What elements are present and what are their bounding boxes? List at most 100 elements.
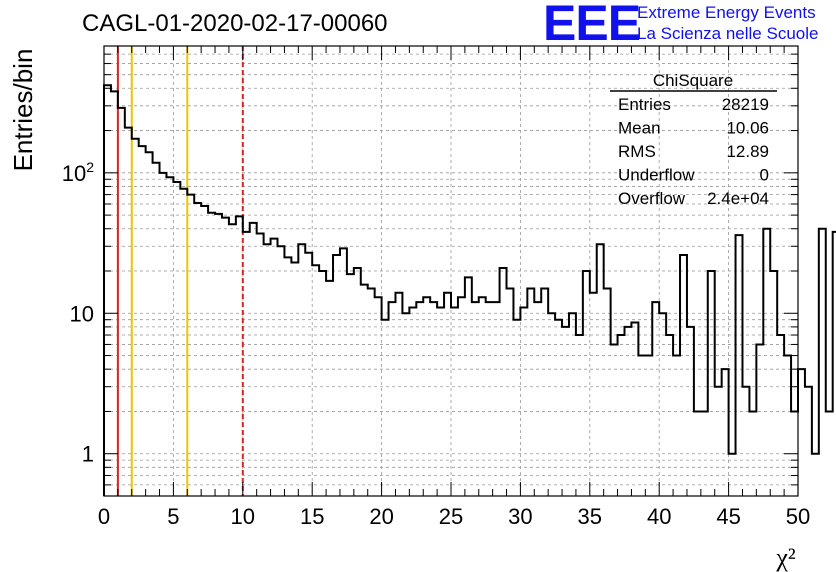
x-axis-label: χ² — [775, 543, 796, 572]
histogram-bin — [451, 307, 458, 496]
histogram-bin — [187, 195, 194, 496]
histogram-bin — [784, 356, 791, 496]
histogram-bin — [361, 285, 368, 496]
histogram-bin — [222, 218, 229, 496]
histogram-bin — [631, 322, 638, 496]
histogram-bin — [298, 244, 305, 496]
histogram-bin — [562, 327, 569, 496]
histogram-bin — [534, 302, 541, 496]
histogram-bin — [729, 454, 736, 496]
histogram-bin — [590, 293, 597, 496]
histogram-bin — [104, 85, 111, 496]
histogram-bin — [284, 257, 291, 496]
histogram-bin — [257, 233, 264, 496]
histogram-bin — [826, 411, 833, 496]
axis-tick-labels: 0 5 10 15 20 25 30 35 40 45 50 1 10 102 — [62, 159, 811, 529]
stats-label: Entries — [618, 95, 671, 114]
histogram-bin — [305, 253, 312, 496]
histogram-bin — [132, 139, 139, 496]
histogram-bin — [166, 177, 173, 496]
histogram-bin — [291, 262, 298, 496]
eee-logo: EEE — [543, 0, 641, 51]
histogram-bin — [416, 302, 423, 496]
histogram-bin — [208, 213, 215, 496]
histogram-bin — [625, 327, 632, 496]
x-tick-label: 30 — [508, 504, 532, 529]
histogram-bin — [264, 244, 271, 496]
histogram-bin — [173, 182, 180, 496]
histogram-outline — [103, 84, 836, 496]
stats-box: ChiSquare Entries 28219 Mean 10.06 RMS 12.89 U… — [610, 71, 777, 208]
histogram-bin — [777, 335, 784, 496]
histogram-bin — [736, 235, 743, 496]
stats-label: Mean — [618, 119, 661, 138]
stats-value: 10.06 — [726, 119, 769, 138]
histogram-bin — [194, 203, 201, 496]
histogram-bin — [312, 265, 319, 496]
histogram-bin — [423, 297, 430, 496]
histogram-bin — [541, 289, 548, 496]
histogram-bin — [645, 356, 652, 496]
histogram-bin — [673, 356, 680, 496]
histogram-bin — [111, 91, 118, 496]
histogram-bin — [160, 173, 167, 496]
histogram-bin — [389, 302, 396, 496]
histogram-bin — [493, 302, 500, 496]
histogram-bin — [742, 387, 749, 496]
histogram-bin — [153, 163, 160, 496]
histogram-bin — [638, 356, 645, 496]
x-tick-label: 20 — [369, 504, 393, 529]
histogram-bin — [527, 289, 534, 496]
histogram-bin — [756, 344, 763, 496]
stats-value: 12.89 — [726, 142, 769, 161]
histogram-bin — [382, 320, 389, 496]
histogram-bin — [236, 216, 243, 496]
histogram-bin — [749, 411, 756, 496]
histogram-bin — [125, 128, 132, 496]
histogram-bin — [180, 189, 187, 496]
histogram-bin — [569, 313, 576, 496]
histogram-bin — [604, 289, 611, 496]
histogram-bin — [229, 224, 236, 496]
histogram-bin — [333, 255, 340, 496]
histogram-bin — [548, 313, 555, 496]
y-tick-label: 102 — [62, 159, 94, 186]
histogram-bin — [472, 302, 479, 496]
histogram-bin — [271, 239, 278, 496]
x-tick-label: 45 — [716, 504, 740, 529]
chart-title: CAGL-01-2020-02-17-00060 — [82, 10, 388, 37]
stats-label: RMS — [618, 142, 656, 161]
stats-value: 2.4e+04 — [707, 189, 769, 208]
histogram-series — [103, 84, 836, 496]
histogram-bin — [486, 302, 493, 496]
reference-lines — [116, 46, 244, 496]
histogram-bin — [652, 302, 659, 496]
histogram-bin — [763, 229, 770, 496]
histogram-bin — [687, 327, 694, 496]
histogram-bin — [798, 369, 805, 496]
histogram-bin — [437, 307, 444, 496]
histogram-bin — [666, 335, 673, 496]
histogram-bin — [409, 307, 416, 496]
histogram-bin — [326, 281, 333, 496]
histogram-bin — [576, 335, 583, 496]
histogram-bin — [479, 297, 486, 496]
histogram-bin — [597, 244, 604, 496]
histogram-bin — [694, 411, 701, 496]
histogram-bin — [368, 289, 375, 496]
histogram-bin — [444, 293, 451, 496]
histogram-bin — [347, 274, 354, 496]
y-tick-label: 10 — [70, 301, 94, 326]
y-axis-label: Entries/bin — [8, 49, 38, 172]
histogram-bin — [701, 411, 708, 496]
stats-value: 0 — [760, 166, 769, 185]
x-tick-label: 40 — [647, 504, 671, 529]
histogram-bin — [500, 268, 507, 496]
histogram-bin — [708, 271, 715, 496]
histogram-bin — [465, 277, 472, 496]
x-tick-label: 10 — [231, 504, 255, 529]
stats-label: Underflow — [618, 166, 695, 185]
x-tick-label: 15 — [300, 504, 324, 529]
histogram-bin — [555, 320, 562, 496]
